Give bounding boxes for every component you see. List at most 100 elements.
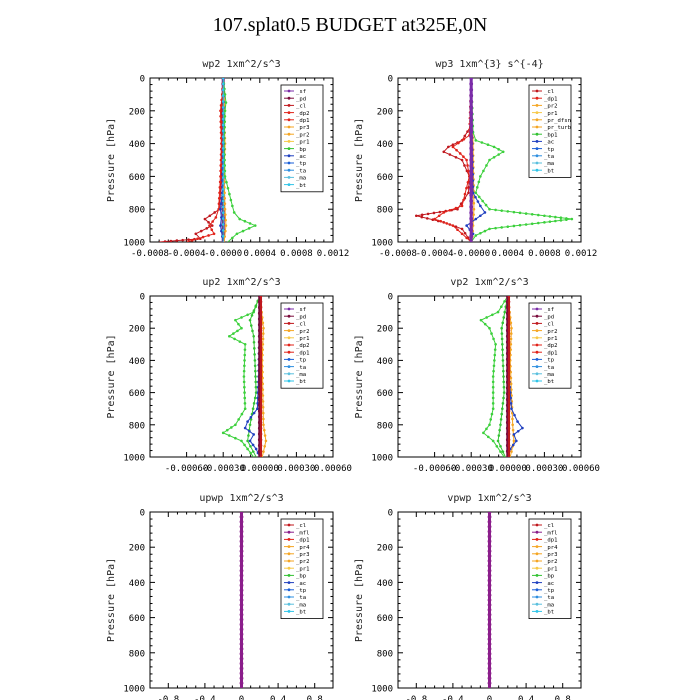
- x-tick-label: 0.00060: [562, 464, 600, 474]
- series-marker_cl: [205, 227, 209, 230]
- series-marker_dp1: [254, 380, 258, 384]
- x-tick-label: 0.00030: [525, 464, 563, 474]
- series-marker_dp2: [242, 375, 246, 378]
- series-marker_dp2: [243, 402, 247, 405]
- series-marker_bp: [226, 186, 230, 190]
- series-marker_bp1: [559, 219, 563, 222]
- series-marker_dp2: [240, 316, 243, 319]
- series-marker_mfl: [487, 549, 492, 554]
- legend-marker: [287, 329, 291, 332]
- series-marker_pr2: [261, 388, 265, 391]
- legend-marker: [535, 538, 539, 541]
- series-marker_dp1: [451, 224, 455, 227]
- series-marker_mfl: [487, 554, 492, 558]
- series-marker_cl: [463, 231, 467, 235]
- x-tick-label: 0.8: [307, 695, 323, 700]
- y-tick-label: 1000: [123, 454, 145, 464]
- y-tick-label: 200: [129, 325, 145, 335]
- series-marker_cl: [507, 300, 511, 304]
- series-marker_pr1: [224, 213, 227, 216]
- series-marker_ac: [513, 413, 516, 417]
- series-group: [415, 78, 574, 242]
- legend-entry: _pr2: [296, 132, 309, 138]
- series-marker_cl: [210, 224, 214, 227]
- legend-marker: [287, 566, 291, 570]
- series-marker_dp1: [455, 148, 458, 152]
- series-marker_dp2: [243, 359, 246, 362]
- y-tick-label: 800: [377, 421, 393, 431]
- legend: _cl_dp1_pr2_pr1_pr_dfsn_pr_turb_bp1_ac_t…: [528, 84, 572, 178]
- x-tick-label: -0.0000: [452, 249, 490, 259]
- series-marker_cl: [163, 240, 167, 242]
- series-marker_dp1: [460, 232, 464, 236]
- series-marker_cl: [507, 426, 511, 430]
- series-marker_ac: [465, 224, 468, 227]
- series-marker_ac: [246, 420, 249, 423]
- series-marker_pr2: [261, 411, 265, 415]
- legend-marker: [287, 538, 291, 541]
- legend-entry: _dp1: [544, 538, 557, 544]
- legend-entry: _bt: [544, 379, 554, 385]
- series-marker_dp1: [454, 206, 458, 210]
- series-marker_bt: [221, 152, 225, 156]
- series-marker_bp: [229, 198, 233, 202]
- series-marker_cl: [438, 210, 442, 214]
- series-marker_sf: [469, 87, 474, 92]
- series-marker_dp1: [251, 329, 254, 333]
- series-marker_dp2: [225, 428, 229, 432]
- series-marker_dp1: [246, 439, 249, 443]
- series-group: [239, 512, 244, 688]
- series-marker_bp1: [537, 221, 540, 225]
- series-marker_dp2: [234, 436, 237, 440]
- series-marker_dp2: [492, 364, 496, 368]
- legend-entry: _pr1: [544, 336, 557, 342]
- series-marker_mfl: [239, 598, 244, 602]
- series-marker_pr2: [262, 326, 265, 330]
- legend-marker: [535, 588, 539, 592]
- series-marker_ac: [516, 420, 519, 423]
- series-marker_dp1: [501, 353, 505, 357]
- series-marker_pr2: [261, 321, 265, 325]
- series-marker_ac: [474, 217, 478, 221]
- legend-marker: [535, 343, 539, 347]
- y-axis-label: Pressure [hPa]: [354, 118, 365, 202]
- series-marker_bt: [221, 199, 225, 203]
- series-marker_cl: [259, 317, 263, 321]
- series-marker_dp1: [501, 348, 504, 351]
- series-marker_cl: [507, 432, 511, 436]
- series-marker_mfl: [239, 627, 244, 632]
- series-marker_dp2: [243, 443, 246, 447]
- legend-marker: [287, 545, 291, 548]
- y-tick-label: 600: [129, 614, 145, 624]
- series-marker_mfl: [487, 612, 492, 617]
- series-marker_dp2: [196, 237, 199, 241]
- series-marker_cl: [507, 340, 511, 344]
- series-marker_dp1: [502, 385, 506, 389]
- series-marker_dp2: [482, 431, 485, 435]
- series-marker_cl: [194, 232, 198, 236]
- series-marker_dp1: [451, 145, 455, 149]
- series-marker_mfl: [239, 519, 244, 524]
- series-marker_mfl: [487, 632, 492, 637]
- legend-marker: [287, 372, 291, 376]
- series-marker_dp2: [485, 316, 488, 319]
- y-tick-label: 800: [377, 649, 393, 659]
- series-marker_cl: [507, 398, 511, 401]
- series-marker_dp2: [228, 334, 231, 338]
- legend-marker: [287, 595, 291, 599]
- legend-entry: _pr2: [544, 329, 557, 335]
- series-marker_cl: [259, 409, 263, 413]
- series-marker_dp2: [219, 114, 222, 118]
- series-marker_cl: [259, 432, 263, 436]
- series-marker_dp1: [458, 152, 462, 155]
- legend-marker: [287, 610, 291, 613]
- legend-entry: _cl: [544, 523, 554, 529]
- series-marker_dp1: [253, 359, 257, 362]
- series-marker_bp1: [497, 153, 500, 156]
- y-tick-label: 800: [377, 206, 393, 216]
- y-tick-label: 600: [377, 173, 393, 183]
- series-marker_dp1: [501, 450, 505, 453]
- y-tick-label: 1000: [123, 685, 145, 695]
- series-marker_bp1: [474, 234, 478, 237]
- series-marker_bp1: [483, 229, 487, 233]
